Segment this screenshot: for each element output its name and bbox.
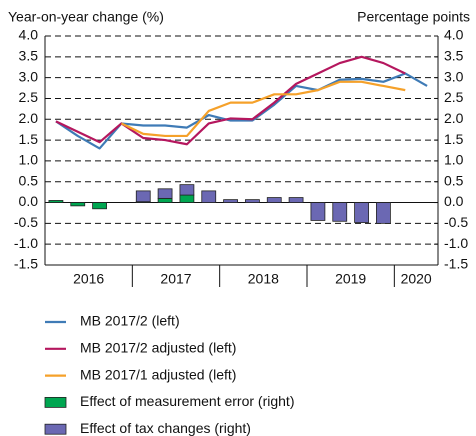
legend-label: Effect of tax changes (right) <box>80 420 251 436</box>
y-tick-label: 1.5 <box>19 131 39 147</box>
bar <box>310 202 326 221</box>
y-tick-label: -1.5 <box>14 256 38 272</box>
bar <box>376 202 391 224</box>
line-series <box>120 80 406 138</box>
legend-label: Effect of measurement error (right) <box>80 393 294 409</box>
legend-label: MB 2017/2 (left) <box>80 313 180 329</box>
bar <box>92 202 107 210</box>
y2-tick-label: 3.5 <box>444 48 464 64</box>
y2-tick-label: 0.5 <box>444 172 464 188</box>
bar <box>135 190 151 203</box>
y-tick-label: 3.5 <box>19 48 39 64</box>
legend-label: MB 2017/1 adjusted (left) <box>80 366 236 382</box>
x-tick-label: 2016 <box>73 271 104 287</box>
legend-swatch <box>44 396 67 408</box>
bar <box>288 197 304 203</box>
y-tick-label: 2.0 <box>19 110 39 126</box>
y2-tick-label: -0.5 <box>444 214 468 230</box>
bar <box>70 202 86 207</box>
x-tick-label: 2020 <box>401 271 432 287</box>
bar <box>157 197 173 203</box>
y-axis-label: Year-on-year change (%) <box>8 9 164 25</box>
y-tick-label: -0.5 <box>14 214 38 230</box>
x-tick-label: 2018 <box>248 271 279 287</box>
y-tick-label: 4.0 <box>19 27 39 43</box>
bar <box>179 194 195 203</box>
y2-tick-label: 3.0 <box>444 68 464 84</box>
y2-tick-label: 1.0 <box>444 152 464 168</box>
bar <box>266 197 282 203</box>
y2-axis-label: Percentage points <box>357 9 470 25</box>
bar <box>48 200 64 203</box>
bar <box>245 199 260 203</box>
y-tick-label: 3.0 <box>19 68 39 84</box>
y-tick-label: 1.0 <box>19 152 39 168</box>
x-tick-label: 2017 <box>160 271 191 287</box>
legend-swatch <box>44 423 67 435</box>
bar <box>201 190 217 203</box>
legend-label: MB 2017/2 adjusted (left) <box>80 340 236 356</box>
line-series <box>55 55 406 146</box>
y-tick-label: 0.5 <box>19 172 39 188</box>
y2-tick-label: 2.0 <box>444 110 464 126</box>
y2-tick-label: -1.0 <box>444 235 468 251</box>
y2-tick-label: 0.0 <box>444 193 464 209</box>
y2-tick-label: 2.5 <box>444 89 464 105</box>
bar <box>157 188 173 199</box>
y-tick-label: 0.0 <box>19 193 39 209</box>
bar <box>223 199 238 203</box>
y-tick-label: 2.5 <box>19 89 39 105</box>
y2-tick-label: 4.0 <box>444 27 464 43</box>
y-tick-label: -1.0 <box>14 235 38 251</box>
x-tick-label: 2019 <box>335 271 366 287</box>
y2-tick-label: -1.5 <box>444 256 468 272</box>
bar <box>179 184 195 196</box>
y2-tick-label: 1.5 <box>444 131 464 147</box>
bar <box>332 202 348 222</box>
bar <box>354 202 369 223</box>
